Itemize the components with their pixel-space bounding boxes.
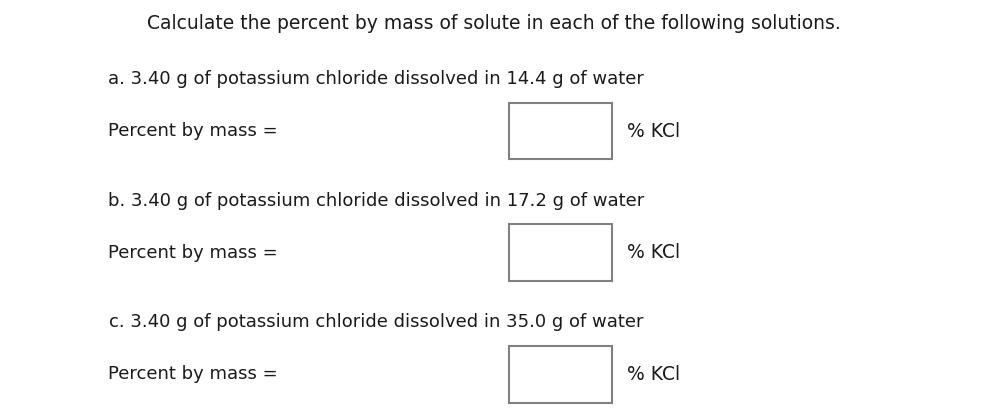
FancyBboxPatch shape [509,224,613,281]
Text: Percent by mass =: Percent by mass = [108,122,278,140]
Text: b. 3.40 g of potassium chloride dissolved in 17.2 g of water: b. 3.40 g of potassium chloride dissolve… [108,192,644,210]
Text: % KCl: % KCl [627,122,680,141]
Text: % KCl: % KCl [627,243,680,262]
FancyBboxPatch shape [509,103,613,160]
Text: Calculate the percent by mass of solute in each of the following solutions.: Calculate the percent by mass of solute … [147,13,841,33]
Text: % KCl: % KCl [627,365,680,384]
Text: Percent by mass =: Percent by mass = [108,365,278,383]
FancyBboxPatch shape [509,346,613,403]
Text: c. 3.40 g of potassium chloride dissolved in 35.0 g of water: c. 3.40 g of potassium chloride dissolve… [109,313,643,331]
Text: a. 3.40 g of potassium chloride dissolved in 14.4 g of water: a. 3.40 g of potassium chloride dissolve… [108,70,644,88]
Text: Percent by mass =: Percent by mass = [108,244,278,262]
